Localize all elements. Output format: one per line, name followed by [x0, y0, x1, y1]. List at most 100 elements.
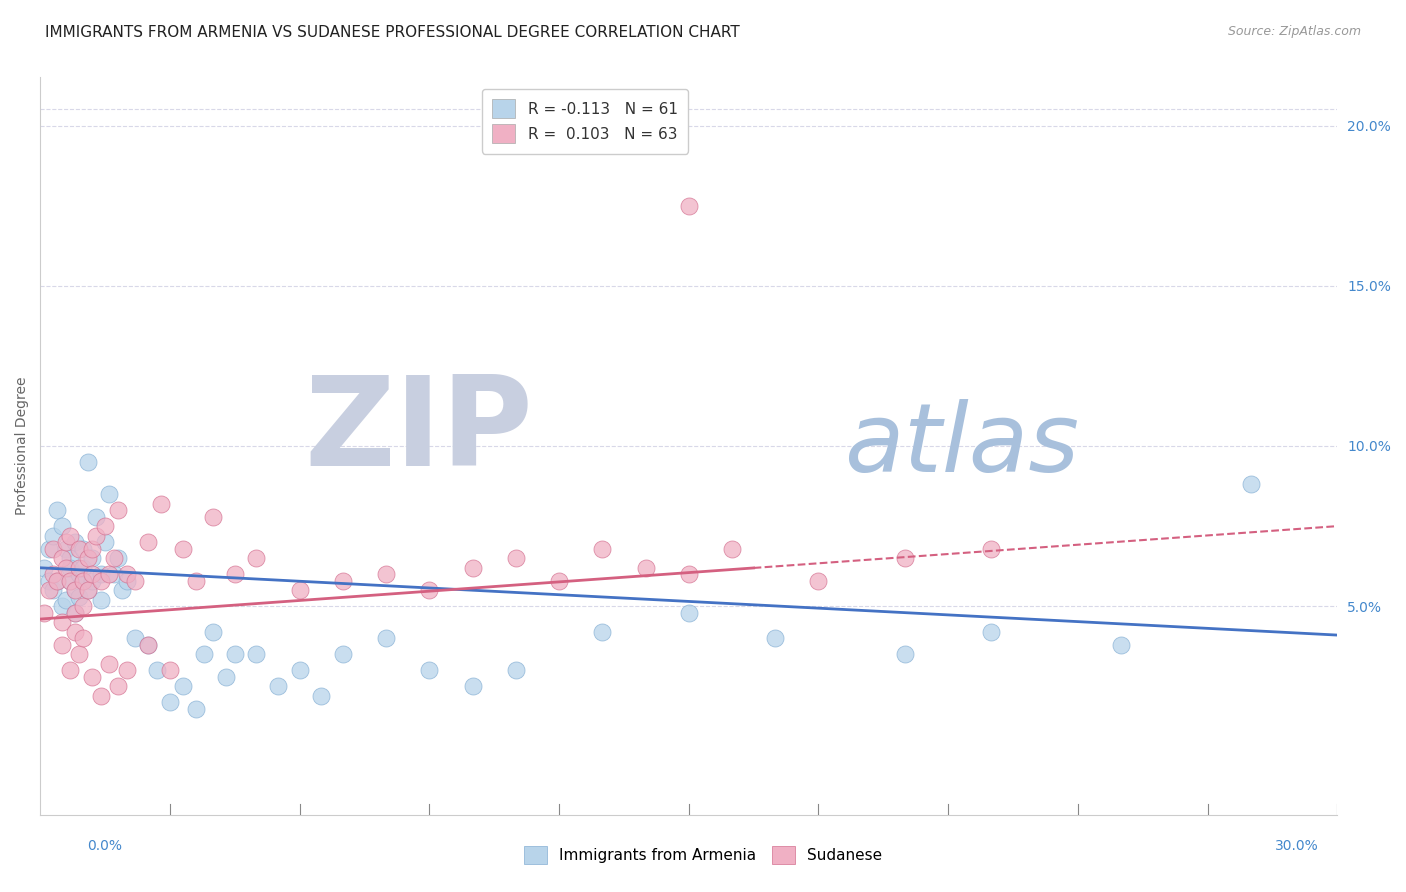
- Point: [63, 583, 86, 598]
- Point: [150, 497, 173, 511]
- Point: [124, 574, 146, 588]
- Y-axis label: Professional Degree: Professional Degree: [15, 376, 30, 516]
- Point: [55, 592, 77, 607]
- Point: [224, 648, 246, 662]
- Point: [90, 592, 112, 607]
- Point: [38, 574, 60, 588]
- Point: [72, 574, 94, 588]
- Text: atlas: atlas: [845, 400, 1080, 492]
- Point: [34, 606, 56, 620]
- Point: [34, 561, 56, 575]
- Point: [634, 561, 657, 575]
- Point: [51, 551, 73, 566]
- Point: [115, 574, 138, 588]
- Point: [67, 567, 90, 582]
- Text: 0.0%: 0.0%: [87, 838, 122, 853]
- Point: [80, 670, 103, 684]
- Point: [193, 648, 215, 662]
- Point: [59, 664, 82, 678]
- Point: [418, 664, 440, 678]
- Point: [124, 632, 146, 646]
- Point: [63, 583, 86, 598]
- Point: [76, 583, 98, 598]
- Point: [309, 689, 332, 703]
- Point: [107, 679, 129, 693]
- Text: ZIP: ZIP: [304, 371, 533, 491]
- Point: [98, 657, 121, 671]
- Point: [94, 535, 117, 549]
- Point: [146, 664, 169, 678]
- Point: [721, 541, 744, 556]
- Point: [55, 535, 77, 549]
- Point: [172, 679, 194, 693]
- Point: [94, 519, 117, 533]
- Point: [763, 632, 786, 646]
- Point: [461, 561, 484, 575]
- Point: [1240, 477, 1263, 491]
- Point: [76, 551, 98, 566]
- Point: [72, 599, 94, 614]
- Point: [505, 664, 527, 678]
- Point: [38, 583, 60, 598]
- Point: [55, 561, 77, 575]
- Point: [591, 624, 613, 639]
- Point: [67, 590, 90, 604]
- Point: [418, 583, 440, 598]
- Point: [136, 638, 159, 652]
- Point: [111, 583, 134, 598]
- Point: [59, 561, 82, 575]
- Point: [46, 574, 69, 588]
- Point: [72, 574, 94, 588]
- Point: [63, 535, 86, 549]
- Point: [103, 551, 125, 566]
- Point: [51, 615, 73, 630]
- Point: [184, 702, 207, 716]
- Point: [1109, 638, 1132, 652]
- Point: [67, 541, 90, 556]
- Point: [38, 541, 60, 556]
- Legend: Immigrants from Armenia, Sudanese: Immigrants from Armenia, Sudanese: [515, 837, 891, 873]
- Point: [591, 541, 613, 556]
- Point: [807, 574, 830, 588]
- Point: [67, 561, 90, 575]
- Point: [42, 583, 65, 598]
- Point: [245, 551, 267, 566]
- Point: [894, 551, 917, 566]
- Point: [72, 561, 94, 575]
- Point: [159, 664, 181, 678]
- Point: [288, 664, 311, 678]
- Point: [678, 606, 700, 620]
- Point: [90, 567, 112, 582]
- Point: [332, 648, 354, 662]
- Point: [245, 648, 267, 662]
- Point: [184, 574, 207, 588]
- Point: [42, 529, 65, 543]
- Point: [461, 679, 484, 693]
- Point: [678, 199, 700, 213]
- Point: [267, 679, 290, 693]
- Point: [67, 648, 90, 662]
- Text: 30.0%: 30.0%: [1275, 838, 1319, 853]
- Point: [80, 567, 103, 582]
- Point: [103, 567, 125, 582]
- Point: [98, 567, 121, 582]
- Point: [51, 638, 73, 652]
- Point: [678, 567, 700, 582]
- Point: [375, 632, 398, 646]
- Point: [42, 541, 65, 556]
- Point: [375, 567, 398, 582]
- Point: [59, 529, 82, 543]
- Point: [46, 574, 69, 588]
- Text: IMMIGRANTS FROM ARMENIA VS SUDANESE PROFESSIONAL DEGREE CORRELATION CHART: IMMIGRANTS FROM ARMENIA VS SUDANESE PROF…: [45, 25, 740, 40]
- Point: [55, 541, 77, 556]
- Point: [159, 695, 181, 709]
- Point: [63, 606, 86, 620]
- Point: [894, 648, 917, 662]
- Text: Source: ZipAtlas.com: Source: ZipAtlas.com: [1227, 25, 1361, 38]
- Point: [63, 606, 86, 620]
- Point: [332, 574, 354, 588]
- Point: [63, 624, 86, 639]
- Legend: R = -0.113   N = 61, R =  0.103   N = 63: R = -0.113 N = 61, R = 0.103 N = 63: [482, 89, 689, 153]
- Point: [76, 583, 98, 598]
- Point: [86, 529, 108, 543]
